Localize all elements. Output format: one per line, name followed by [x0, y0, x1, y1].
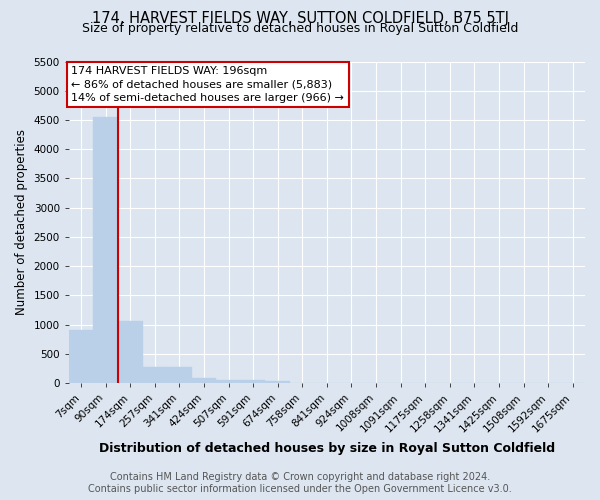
Y-axis label: Number of detached properties: Number of detached properties [15, 130, 28, 316]
Bar [217, 380, 241, 383]
Bar [167, 366, 192, 383]
Text: Size of property relative to detached houses in Royal Sutton Coldfield: Size of property relative to detached ho… [82, 22, 518, 35]
Bar [192, 378, 217, 383]
Bar [241, 380, 265, 383]
Bar [265, 381, 290, 383]
Bar [94, 117, 118, 383]
Bar [69, 330, 94, 383]
X-axis label: Distribution of detached houses by size in Royal Sutton Coldfield: Distribution of detached houses by size … [99, 442, 555, 455]
Bar [118, 320, 143, 383]
Text: 174, HARVEST FIELDS WAY, SUTTON COLDFIELD, B75 5TJ: 174, HARVEST FIELDS WAY, SUTTON COLDFIEL… [91, 11, 509, 26]
Text: Contains HM Land Registry data © Crown copyright and database right 2024.
Contai: Contains HM Land Registry data © Crown c… [88, 472, 512, 494]
Text: 174 HARVEST FIELDS WAY: 196sqm
← 86% of detached houses are smaller (5,883)
14% : 174 HARVEST FIELDS WAY: 196sqm ← 86% of … [71, 66, 344, 102]
Bar [143, 366, 167, 383]
